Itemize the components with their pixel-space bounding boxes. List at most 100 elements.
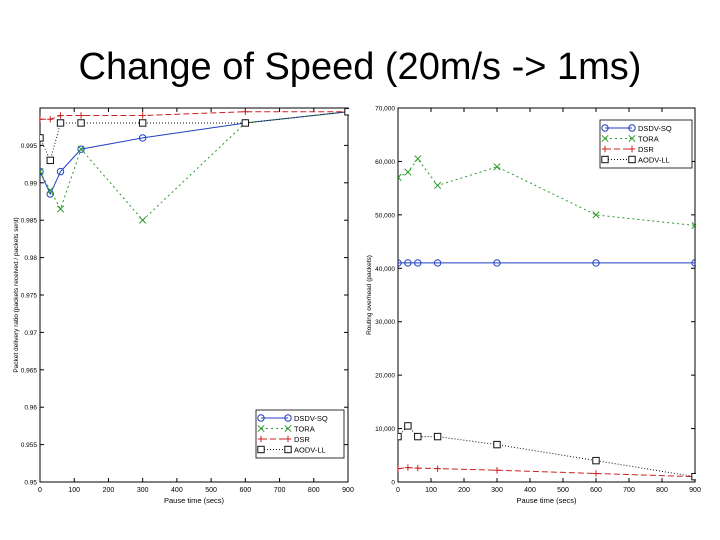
right-point-tora [414, 155, 422, 163]
right-y-tick-label: 30,000 [375, 319, 395, 326]
right-series-dsr [398, 464, 696, 480]
right-series-tora [398, 155, 696, 230]
right-point-dsdv [404, 259, 412, 267]
left-legend-label-dsr: DSR [294, 435, 310, 444]
left-legend-label-dsdv: DSDV-SQ [294, 414, 328, 423]
right-legend-marker-tora [601, 134, 609, 143]
left-x-tick-label: 700 [274, 487, 286, 494]
right-legend-marker-aodv [628, 155, 636, 164]
left-y-tick-label: 0.99 [24, 180, 37, 187]
right-y-tick-label: 10,000 [375, 426, 395, 433]
left-x-tick-label: 0 [38, 487, 42, 494]
right-point-tora [691, 221, 696, 230]
left-point-aodv [46, 156, 54, 165]
right-x-tick-label: 500 [557, 487, 569, 494]
left-x-tick-label: 800 [308, 487, 320, 494]
right-x-tick-label: 0 [396, 487, 400, 494]
left-legend-label-aodv: AODV-LL [294, 445, 326, 454]
left-point-dsr [47, 116, 54, 123]
right-legend-marker-tora [628, 134, 636, 143]
left-point-dsdv [56, 167, 65, 176]
left-x-tick-label: 300 [137, 487, 149, 494]
left-point-tora [139, 216, 147, 224]
left-legend-marker-tora [257, 424, 265, 433]
right-legend-label-dsr: DSR [638, 145, 654, 154]
right-x-tick-label: 800 [656, 487, 668, 494]
left-series-line-dsdv [40, 111, 349, 196]
right-series-line-tora [398, 157, 696, 226]
right-x-tick-label: 900 [689, 487, 701, 494]
left-series-line-aodv [40, 111, 349, 162]
left-x-tick-label: 400 [171, 487, 183, 494]
left-point-dsdv [40, 167, 44, 176]
right-x-tick-label: 100 [425, 487, 437, 494]
right-y-tick-label: 60,000 [375, 159, 395, 166]
right-point-aodv [691, 472, 696, 481]
right-series-aodv [398, 422, 696, 481]
right-legend-marker-aodv [601, 155, 609, 164]
left-point-dsr [57, 112, 64, 119]
right-point-aodv [433, 432, 442, 441]
right-y-tick-label: 70,000 [375, 106, 395, 113]
left-point-dsr [139, 112, 146, 119]
left-y-tick-label: 0.96 [24, 405, 37, 412]
left-legend-marker-dsdv [284, 414, 292, 422]
right-point-dsdv [691, 259, 696, 267]
right-x-tick-label: 200 [458, 487, 470, 494]
right-legend-label-tora: TORA [638, 134, 659, 143]
left-x-tick-label: 900 [342, 487, 354, 494]
slide-title: Change of Speed (20m/s -> 1ms) [78, 46, 642, 88]
right-x-tick-label: 300 [491, 487, 503, 494]
right-point-tora [398, 173, 402, 182]
right-legend-label-dsdv: DSDV-SQ [638, 124, 672, 133]
routing-overhead-chart: 0 100 200 300 400 500 600 700 800 900 0 10,000 20,00… [366, 106, 701, 506]
left-legend-marker-tora [284, 424, 292, 433]
right-legend-label-aodv: AODV-LL [638, 155, 670, 164]
right-series-dsdv [398, 259, 696, 267]
left-point-aodv [77, 119, 85, 127]
left-y-tick-label: 0.985 [21, 218, 38, 225]
left-point-dsdv [138, 134, 147, 142]
left-x-axis-label: Pause time (secs) [164, 496, 225, 505]
right-series-line-aodv [398, 425, 696, 478]
left-point-aodv [138, 119, 147, 127]
right-y-tick-label: 40,000 [375, 266, 395, 273]
left-x-tick-label: 600 [239, 487, 251, 494]
left-point-aodv [241, 119, 250, 127]
left-y-tick-label: 0.965 [21, 367, 38, 374]
left-series-line-dsr [40, 111, 348, 120]
right-point-dsdv [414, 259, 422, 267]
delivery-ratio-chart: 0 100 200 300 400 500 600 700 800 900 0.95 0.955 0.9… [13, 107, 354, 505]
left-x-tick-label: 500 [205, 487, 217, 494]
left-y-tick-label: 0.97 [24, 330, 37, 337]
right-y-tick-label: 50,000 [375, 212, 395, 219]
right-legend-marker-dsr [601, 145, 609, 153]
left-y-tick-label: 0.98 [24, 255, 37, 262]
left-y-tick-label: 0.955 [21, 442, 38, 449]
right-x-tick-label: 700 [623, 487, 635, 494]
left-y-tick-label: 0.975 [21, 293, 38, 300]
right-point-aodv [493, 440, 501, 449]
right-point-dsdv [592, 259, 600, 267]
left-y-tick-label: 0.95 [24, 480, 37, 487]
right-y-tick-label: 0 [391, 480, 395, 487]
right-point-tora [404, 168, 412, 176]
right-point-dsdv [493, 259, 501, 267]
left-legend-marker-dsr [284, 435, 292, 443]
right-point-dsr [398, 465, 402, 472]
right-legend-marker-dsdv [601, 124, 609, 132]
right-point-dsr [592, 470, 600, 477]
left-legend-label-tora: TORA [294, 424, 315, 433]
left-point-tora [40, 168, 44, 176]
left-x-tick-label: 200 [103, 487, 115, 494]
right-point-aodv [398, 432, 402, 441]
right-legend-marker-dsr [628, 145, 636, 153]
left-point-aodv [40, 134, 44, 142]
right-x-axis-label: Pause time (secs) [516, 496, 577, 505]
left-point-aodv [344, 108, 349, 116]
left-point-tora [46, 186, 54, 194]
right-point-dsr [493, 467, 501, 474]
left-point-aodv [56, 119, 65, 127]
left-x-tick-label: 100 [68, 487, 80, 494]
